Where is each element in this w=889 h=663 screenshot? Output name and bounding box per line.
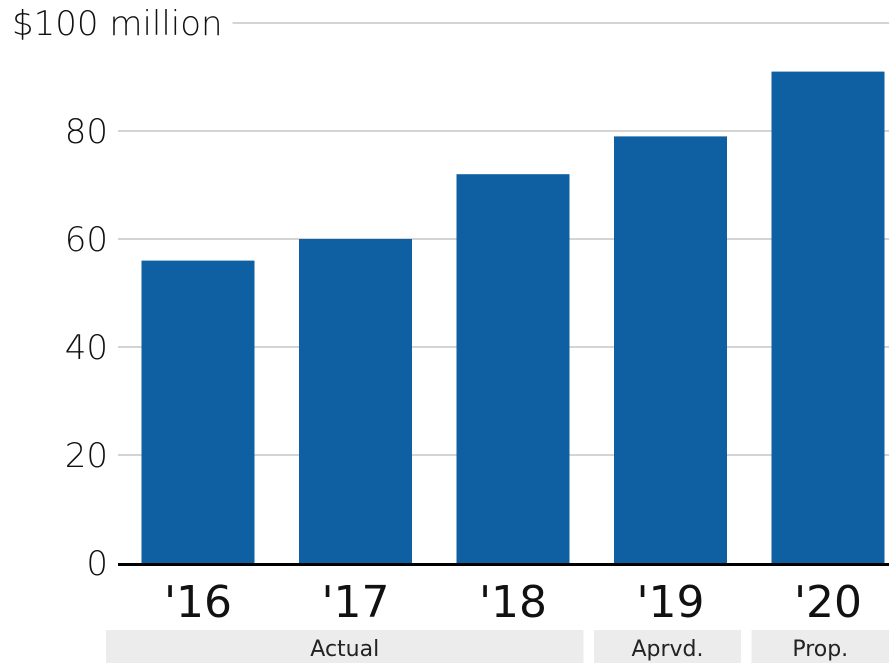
- x-tick-label: '17: [321, 577, 389, 628]
- bar: [456, 174, 570, 563]
- x-tick-label: '19: [636, 577, 704, 628]
- group-label: Prop.: [792, 637, 848, 662]
- y-tick-label: 0: [86, 544, 108, 584]
- bar: [299, 239, 412, 563]
- bar: [141, 260, 255, 563]
- y-tick-label: 80: [65, 112, 108, 152]
- group-label: Aprvd.: [631, 637, 703, 662]
- y-tick-label: 20: [65, 436, 108, 476]
- bar: [614, 136, 727, 563]
- y-tick-label: 60: [65, 220, 108, 260]
- y-tick-label: 40: [65, 328, 108, 368]
- group-band: [106, 630, 584, 663]
- y-tick-label: $100 million: [12, 4, 223, 44]
- x-tick-label: '20: [794, 577, 862, 628]
- group-band: [751, 630, 889, 663]
- bar: [771, 71, 885, 563]
- x-tick-label: '18: [479, 577, 547, 628]
- y-tick-labels: 0 20 40 60 80 $100 million: [12, 4, 223, 584]
- x-tick-label: '16: [164, 577, 232, 628]
- x-tick-labels: '16 '17 '18 '19 '20: [164, 577, 862, 628]
- group-label: Actual: [310, 637, 379, 662]
- category-groups: Actual Aprvd. Prop.: [106, 630, 889, 663]
- bars: [141, 71, 885, 563]
- group-band: [594, 630, 741, 663]
